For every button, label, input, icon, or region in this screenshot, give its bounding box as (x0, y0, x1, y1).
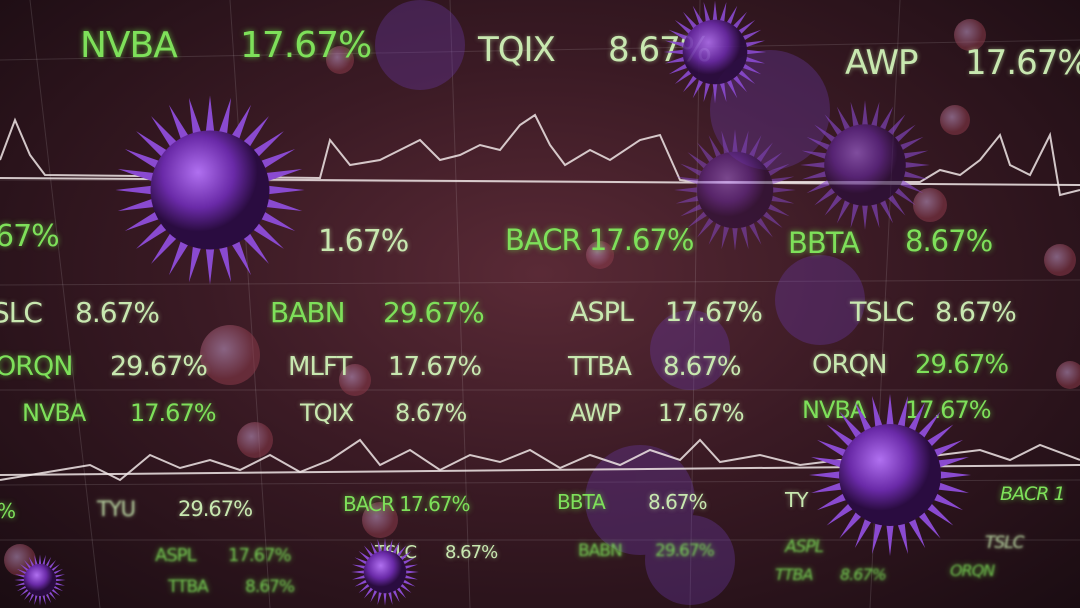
ticker-value: 8.67% (840, 565, 887, 584)
ticker-value: 29.67% (655, 541, 715, 561)
ticker-symbol: TSLC (985, 533, 1025, 553)
ticker-symbol: BBTA (788, 226, 860, 260)
virus-icon (674, 129, 796, 251)
ticker-symbol: TTBA (775, 565, 813, 584)
ticker-symbol: NVBA (80, 25, 178, 66)
ticker-value: 8.67% (935, 297, 1017, 328)
ticker-value: 29.67% (110, 351, 208, 382)
ticker-value: 1.67% (318, 224, 409, 259)
ticker-symbol: BABN (270, 296, 346, 329)
ticker-value: 8.67% (905, 224, 993, 258)
ticker-value: 8.67% (648, 490, 708, 514)
ticker-item: BACR 17.67% (505, 223, 694, 257)
ticker-value: 17.67% (905, 396, 992, 424)
ticker-value: 17.67% (228, 545, 292, 566)
ticker-symbol: MLFT (288, 352, 352, 382)
ticker-value: 8.67% (663, 352, 742, 382)
ticker-value: 29.67% (383, 296, 485, 329)
ticker-symbol: ORQN (950, 561, 995, 580)
ticker-value: 8.67% (445, 542, 498, 563)
ticker-symbol: TQIX (478, 30, 556, 70)
ticker-value: 17.67% (665, 297, 763, 328)
ticker-value: 17.67% (965, 43, 1080, 83)
ticker-value: 8.67% (75, 296, 160, 329)
ticker-symbol: BABN (578, 541, 623, 561)
ticker-value: 29.67% (178, 497, 253, 521)
ticker-value: 17.67% (388, 352, 482, 382)
ticker-value: 17.67% (658, 399, 745, 427)
virus-icon (351, 538, 419, 606)
ticker-value: 8.67% (395, 399, 467, 427)
ticker-item: BACR 17.67% (343, 492, 471, 516)
virus-icon (14, 554, 66, 606)
ticker-symbol: TSLC (850, 297, 915, 328)
ticker-value: 17.67% (240, 25, 372, 66)
virus-icon (663, 0, 767, 104)
ticker-symbol: BBTA (557, 490, 606, 514)
ticker-symbol: AWP (845, 43, 919, 83)
ticker-symbol: TTBA (568, 352, 632, 382)
ticker-symbol: ASPL (785, 537, 824, 557)
ticker-symbol: AWP (570, 399, 621, 427)
ticker-symbol: ORQN (812, 350, 887, 380)
ticker-symbol: TY (785, 488, 808, 512)
virus-icon (800, 100, 930, 230)
ticker-symbol: TTBA (168, 577, 209, 597)
virus-icon (809, 394, 971, 556)
ticker-symbol: TQIX (300, 399, 354, 427)
ticker-symbol: ASPL (155, 545, 197, 566)
ticker-symbol: ASPL (570, 297, 634, 328)
ticker-symbol: NVBA (22, 399, 86, 427)
ticker-value: 29.67% (915, 350, 1009, 380)
ticker-value: % (0, 500, 16, 522)
ticker-symbol: ORQN (0, 351, 73, 382)
ticker-value: 67% (0, 219, 60, 254)
ticker-symbol: TYU (97, 497, 136, 521)
ticker-item: BACR 1 (1000, 483, 1066, 505)
ticker-value: 8.67% (245, 577, 295, 597)
ticker-value: 17.67% (130, 399, 217, 427)
ticker-symbol: SLC (0, 296, 43, 329)
virus-icon (115, 95, 305, 285)
ticker-symbol: NVBA (802, 396, 866, 424)
